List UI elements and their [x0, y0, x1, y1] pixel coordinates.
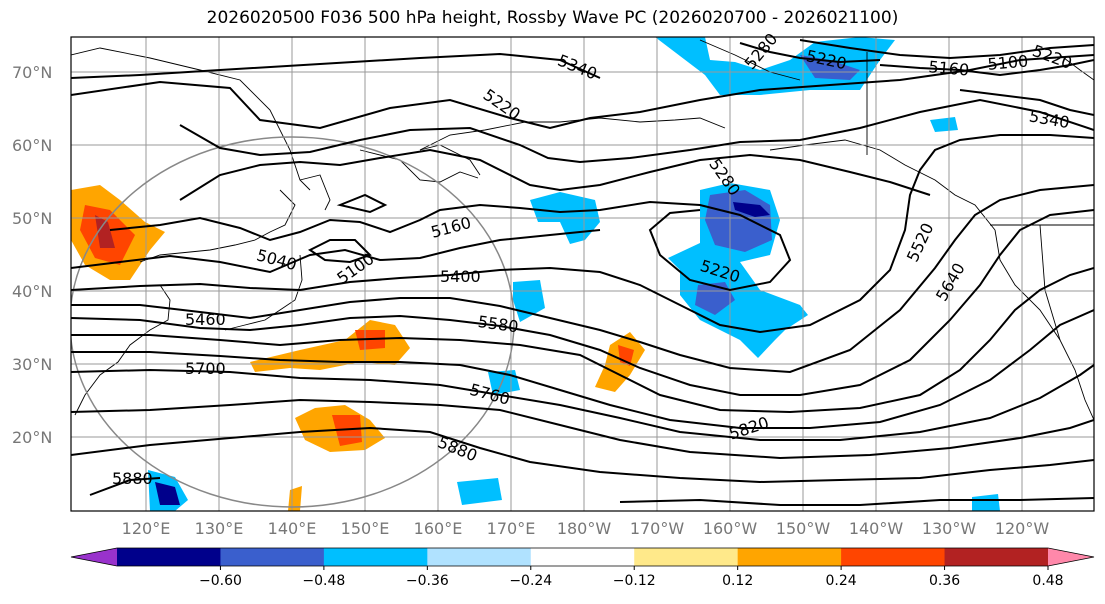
lon-label: 160°W: [703, 519, 758, 538]
contour-label: 5460: [185, 310, 226, 329]
lon-label: 140°E: [268, 519, 317, 538]
contour-label: 5700: [185, 359, 226, 378]
longitude-labels: 120°E 130°E 140°E 150°E 160°E 170°E 180°…: [122, 519, 1050, 538]
lon-label: 130°W: [922, 519, 977, 538]
colorbar-segment: [841, 548, 946, 566]
colorbar-tick-label: −0.12: [613, 573, 656, 589]
colorbar-segment: [944, 548, 1049, 566]
colorbar-segment: [323, 548, 428, 566]
colorbar-tick-label: −0.48: [302, 573, 345, 589]
lat-label: 70°N: [12, 63, 52, 82]
contour-label: 5100: [987, 51, 1029, 73]
colorbar-segment: [427, 548, 532, 566]
colorbar-segment: [117, 548, 221, 566]
colorbar-labels: −0.60 −0.48 −0.36 −0.24 −0.12 0.12 0.24 0.36 0.4…: [199, 566, 1064, 589]
lon-label: 170°W: [630, 519, 685, 538]
map-frame: [70, 36, 1095, 512]
colorbar-segment: [220, 548, 325, 566]
lat-label: 30°N: [12, 355, 52, 374]
lon-label: 170°E: [487, 519, 536, 538]
lon-label: 120°E: [122, 519, 171, 538]
lon-label: 150°E: [341, 519, 390, 538]
colorbar-extend-high: [1048, 548, 1094, 566]
contour-label: 5880: [112, 469, 153, 488]
lat-label: 40°N: [12, 282, 52, 301]
lon-label: 120°W: [995, 519, 1050, 538]
lat-label: 60°N: [12, 136, 52, 155]
colorbar-tick-label: 0.36: [929, 573, 960, 589]
lon-label: 160°E: [414, 519, 463, 538]
colorbar-tick-label: −0.24: [509, 573, 552, 589]
colorbar-segment: [634, 548, 739, 566]
colorbar-tick-label: 0.12: [722, 573, 753, 589]
latitude-labels: 70°N 60°N 50°N 40°N 30°N 20°N: [12, 63, 52, 447]
lon-label: 180°W: [557, 519, 612, 538]
colorbar-tick-label: 0.24: [826, 573, 857, 589]
colorbar-segment: [737, 548, 842, 566]
lat-label: 50°N: [12, 209, 52, 228]
height-contours: [71, 39, 1094, 506]
lat-label: 20°N: [12, 428, 52, 447]
lon-label: 140°W: [849, 519, 904, 538]
colorbar-tick-label: −0.36: [406, 573, 449, 589]
contour-label: 5160: [928, 57, 970, 79]
lon-label: 150°W: [776, 519, 831, 538]
contour-label: 5400: [440, 267, 481, 286]
map-title: 2026020500 F036 500 hPa height, Rossby W…: [206, 8, 899, 28]
colorbar-outline: [70, 547, 1095, 567]
lon-label: 130°E: [195, 519, 244, 538]
colorbar-segment: [530, 548, 635, 566]
colorbar-tick-label: −0.60: [199, 573, 242, 589]
wave-packet-circle: [71, 136, 515, 508]
colorbar-extend-low: [71, 548, 117, 566]
colorbar: [70, 547, 1095, 567]
colorbar-tick-label: 0.48: [1032, 573, 1063, 589]
